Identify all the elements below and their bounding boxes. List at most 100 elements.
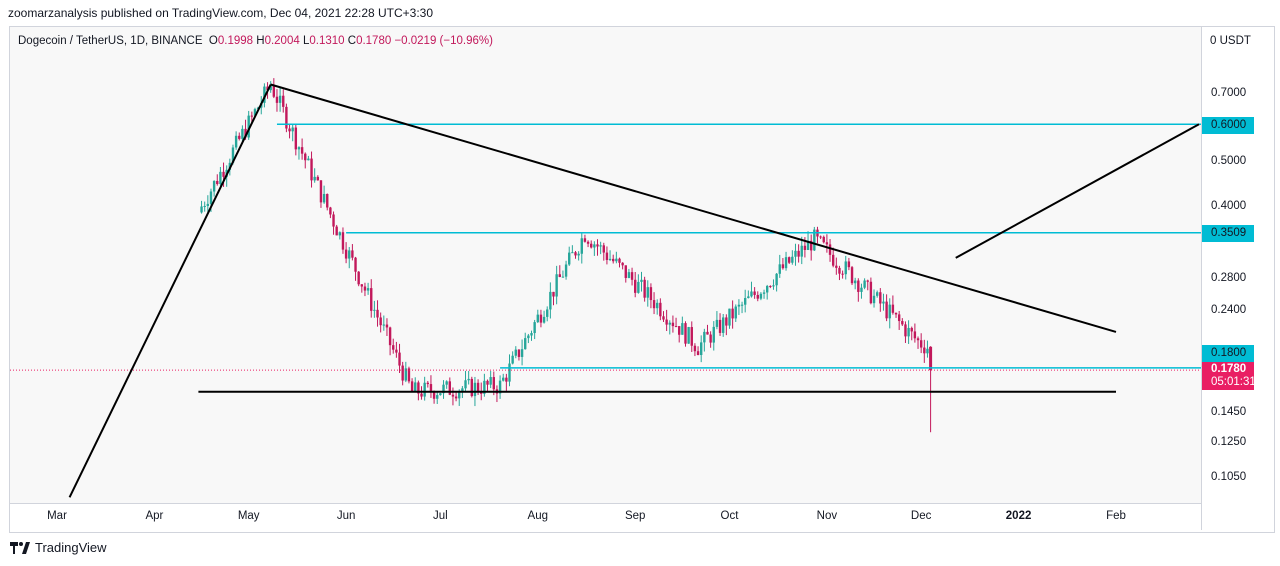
- candle-body: [489, 377, 492, 385]
- candle-body: [464, 380, 467, 389]
- candle-body: [294, 127, 298, 150]
- legend-symbol: Dogecoin / TetherUS, 1D, BINANCE: [18, 35, 203, 47]
- candle-body: [442, 384, 445, 394]
- candle-body: [272, 85, 276, 97]
- candle-body: [266, 86, 269, 91]
- candle-body: [382, 324, 386, 326]
- tradingview-logo-icon: [10, 541, 30, 554]
- time-tick: Mar: [47, 510, 67, 522]
- candle-body: [231, 147, 235, 163]
- candle-body: [263, 86, 266, 103]
- time-tick: Oct: [720, 510, 739, 522]
- candle-body: [624, 265, 627, 278]
- candle-body: [385, 324, 389, 328]
- candle-body: [335, 226, 338, 236]
- candle-body: [621, 262, 624, 266]
- time-tick: May: [237, 510, 260, 522]
- candle-body: [583, 238, 587, 242]
- candle-body: [448, 381, 452, 395]
- candle-body: [612, 258, 615, 262]
- candle-body: [835, 265, 838, 268]
- time-tick: Aug: [527, 510, 549, 522]
- price-tick: 0.7000: [1211, 87, 1247, 99]
- candle-body: [370, 288, 373, 311]
- candle-body: [470, 378, 474, 397]
- candle-body: [762, 292, 766, 294]
- candle-body: [517, 349, 521, 357]
- candle-body: [872, 295, 876, 304]
- candle-body: [866, 280, 869, 282]
- candle-body: [332, 214, 335, 227]
- candle-body: [326, 193, 329, 208]
- legend-high-value: 0.2004: [264, 35, 300, 47]
- price-tick: 0.1250: [1211, 435, 1247, 448]
- candle-body: [699, 342, 703, 355]
- candle-body: [244, 128, 247, 138]
- time-tick: Nov: [816, 510, 838, 522]
- candle-body: [552, 291, 555, 297]
- candle-body: [781, 264, 785, 269]
- candle-body: [379, 317, 382, 326]
- plot-area[interactable]: [10, 27, 1201, 503]
- candle-body: [608, 258, 612, 260]
- price-tick: 0.5000: [1211, 155, 1247, 168]
- candle-body: [652, 300, 656, 309]
- candle-body: [392, 345, 395, 350]
- candle-body: [432, 392, 436, 399]
- candle-body: [602, 245, 605, 253]
- candle-body: [558, 274, 561, 277]
- candle-body: [721, 317, 725, 333]
- candle-body: [329, 207, 332, 215]
- projection-line: [955, 123, 1200, 259]
- candle-body: [879, 292, 882, 304]
- candle-body: [863, 280, 866, 288]
- candlestick-chart[interactable]: [10, 27, 1201, 503]
- candle-body: [712, 326, 715, 343]
- candle-body: [476, 382, 480, 392]
- candle-body: [857, 280, 860, 292]
- candle-body: [828, 244, 832, 255]
- candle-body: [929, 346, 933, 371]
- candle-body: [348, 250, 351, 259]
- candle-body: [395, 349, 398, 353]
- candle-body: [388, 327, 392, 346]
- legend-close-label: C: [347, 35, 357, 47]
- bar-countdown: 05:01:31: [1211, 376, 1256, 388]
- candle-body: [637, 281, 640, 293]
- price-tick: 0.1450: [1211, 405, 1247, 418]
- candle-body: [765, 285, 769, 293]
- candle-body: [561, 276, 565, 278]
- price-unit-label[interactable]: 0 USDT: [1210, 35, 1251, 47]
- candle-body: [344, 249, 348, 259]
- candle-body: [743, 298, 747, 305]
- candle-body: [586, 241, 590, 244]
- price-tag-support: 0.1800: [1202, 345, 1254, 362]
- candle-body: [222, 171, 225, 177]
- candle-body: [923, 347, 926, 354]
- tradingview-brand[interactable]: TradingView: [10, 540, 107, 555]
- candle-body: [483, 380, 486, 394]
- candle-body: [508, 363, 511, 382]
- candle-body: [316, 176, 320, 181]
- candle-body: [492, 377, 495, 390]
- candle-body: [772, 285, 775, 287]
- time-scale-divider: [10, 503, 1201, 504]
- candle-body: [910, 327, 913, 332]
- candle-body: [853, 280, 857, 284]
- candle-body: [813, 229, 816, 251]
- candle-body: [693, 345, 697, 352]
- candle-body: [674, 326, 678, 328]
- candle-body: [646, 287, 649, 298]
- candle-body: [539, 314, 543, 323]
- candle-body: [756, 294, 759, 299]
- candle-body: [596, 244, 599, 247]
- candle-body: [341, 232, 345, 250]
- candle-body: [269, 85, 272, 91]
- candle-body: [740, 304, 744, 306]
- candle-body: [580, 238, 583, 254]
- candle-body: [656, 302, 659, 309]
- candle-body: [715, 319, 719, 327]
- candle-body: [916, 338, 920, 341]
- candle-body: [417, 382, 420, 394]
- candle-body: [841, 273, 844, 275]
